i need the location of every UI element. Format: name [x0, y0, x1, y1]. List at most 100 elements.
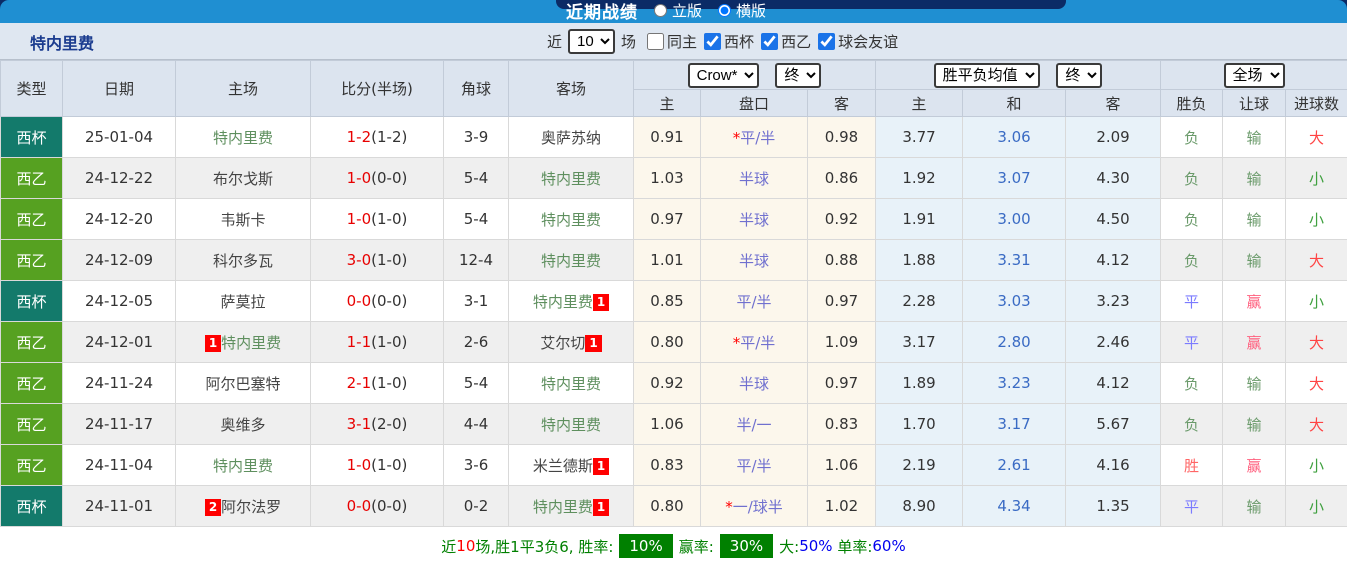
handicap-value: *平/半 [733, 129, 776, 147]
handicap-cell: 半球 [701, 363, 808, 404]
outcome-cell: 负 [1161, 158, 1223, 199]
score-cell: 0-0(0-0) [311, 486, 444, 527]
odds-cell: 1.01 [634, 240, 701, 281]
recent-count-select[interactable]: 10 [568, 29, 615, 54]
halftime-score: (0-0) [371, 497, 407, 515]
handicap-value: 半/一 [736, 416, 771, 434]
team-name: 特内里费 [213, 457, 273, 475]
recent-label: 近 [547, 31, 562, 52]
scope-group-header: 全场 [1161, 61, 1347, 90]
avg-odds-cell: 2.61 [963, 445, 1066, 486]
handicap-cell: 半球 [701, 240, 808, 281]
filter-checkbox-1[interactable]: 西杯 [697, 31, 754, 52]
layout-option-vertical[interactable]: 立版 [654, 0, 702, 21]
handicap-result-cell: 输 [1223, 199, 1286, 240]
matches-label: 场 [621, 31, 636, 52]
odds-cell: 0.91 [634, 117, 701, 158]
corners-cell: 5-4 [444, 363, 509, 404]
checkbox-label: 同主 [667, 31, 697, 52]
odds-company-select[interactable]: Crow* [688, 63, 759, 88]
avg-type-select[interactable]: 胜平负均值 [934, 63, 1040, 88]
avg-odds-cell: 2.28 [876, 281, 963, 322]
handicap-value: 平/半 [736, 293, 771, 311]
red-card-badge: 1 [593, 294, 609, 311]
col-header-away: 客场 [509, 61, 634, 117]
team-name: 科尔多瓦 [213, 252, 273, 270]
checkbox-icon[interactable] [761, 33, 778, 50]
checkbox-icon[interactable] [818, 33, 835, 50]
odds-cell: 1.02 [808, 486, 876, 527]
star-mark: * [725, 498, 733, 516]
avg-odds-cell: 3.17 [876, 322, 963, 363]
handicap-value: 半球 [739, 252, 769, 270]
avg-odds-cell: 4.16 [1066, 445, 1161, 486]
odds-cell: 0.92 [808, 199, 876, 240]
avg-odds-cell: 8.90 [876, 486, 963, 527]
avg-odds-cell: 1.35 [1066, 486, 1161, 527]
team-name: 特内里费 [541, 416, 601, 434]
league-type-badge: 西乙 [1, 363, 63, 404]
team-name: 阿尔法罗 [221, 498, 281, 516]
avg-odds-cell: 2.19 [876, 445, 963, 486]
outcome-cell: 负 [1161, 240, 1223, 281]
avg-odds-cell: 4.50 [1066, 199, 1161, 240]
summary-segment: 单率: [833, 536, 873, 557]
outcome-cell: 平 [1161, 322, 1223, 363]
filter-checkbox-0[interactable]: 同主 [640, 31, 697, 52]
star-mark: * [733, 334, 741, 352]
fulltime-score: 1-0 [347, 456, 372, 474]
sub-header-handicap-result: 让球 [1223, 90, 1286, 117]
team-name: 韦斯卡 [220, 211, 265, 229]
avg-time-select[interactable]: 终 [1056, 63, 1102, 88]
scope-select[interactable]: 全场 [1224, 63, 1285, 88]
team-name: 特内里费 [533, 293, 593, 311]
odds-cell: 0.83 [634, 445, 701, 486]
score-cell: 3-0(1-0) [311, 240, 444, 281]
handicap-value: 平/半 [736, 457, 771, 475]
odds-cell: 1.06 [808, 445, 876, 486]
team-cell-away: 特内里费 [509, 404, 634, 445]
fulltime-score: 2-1 [347, 374, 372, 392]
handicap-value: *一/球半 [725, 498, 783, 516]
match-date: 24-12-09 [63, 240, 176, 281]
handicap-result-cell: 赢 [1223, 281, 1286, 322]
odds-time-select[interactable]: 终 [775, 63, 821, 88]
match-date: 24-11-17 [63, 404, 176, 445]
team-name: 奥萨苏纳 [541, 129, 601, 147]
checkbox-icon[interactable] [704, 33, 721, 50]
avg-odds-cell: 3.03 [963, 281, 1066, 322]
layout-radio-horizontal-icon[interactable] [718, 4, 731, 17]
halftime-score: (1-0) [371, 210, 407, 228]
col-header-date: 日期 [63, 61, 176, 117]
handicap-cell: 半/一 [701, 404, 808, 445]
checkbox-icon[interactable] [647, 33, 664, 50]
avg-odds-cell: 2.80 [963, 322, 1066, 363]
avg-odds-cell: 3.23 [963, 363, 1066, 404]
avg-odds-cell: 1.70 [876, 404, 963, 445]
outcome-cell: 负 [1161, 363, 1223, 404]
league-type-badge: 西乙 [1, 199, 63, 240]
goals-result-cell: 大 [1286, 117, 1347, 158]
filter-checkbox-3[interactable]: 球会友谊 [811, 31, 898, 52]
layout-radio-vertical-icon[interactable] [654, 4, 667, 17]
avg-odds-cell: 3.06 [963, 117, 1066, 158]
summary-rate-badge: 30% [720, 534, 773, 558]
odds-cell: 1.03 [634, 158, 701, 199]
avg-odds-cell: 3.31 [963, 240, 1066, 281]
match-date: 24-12-05 [63, 281, 176, 322]
odds-cell: 0.98 [808, 117, 876, 158]
filter-checkbox-2[interactable]: 西乙 [754, 31, 811, 52]
team-name: 特内里费 [221, 334, 281, 352]
fulltime-score: 1-0 [347, 169, 372, 187]
red-card-badge: 2 [205, 499, 221, 516]
fulltime-score: 1-0 [347, 210, 372, 228]
col-header-home: 主场 [176, 61, 311, 117]
sub-header-avg-home: 主 [876, 90, 963, 117]
team-cell-home: 科尔多瓦 [176, 240, 311, 281]
red-card-badge: 1 [585, 335, 601, 352]
layout-option-horizontal[interactable]: 横版 [718, 0, 766, 21]
